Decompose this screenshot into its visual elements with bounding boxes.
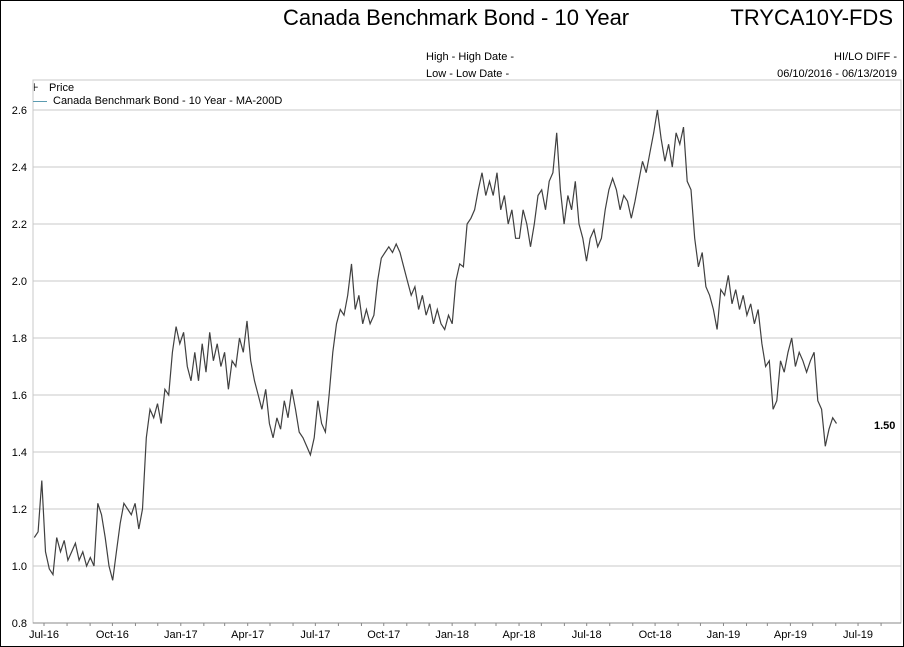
high-label: High - High Date - — [426, 51, 515, 63]
hilo-diff-label: HI/LO DIFF - — [834, 51, 897, 63]
x-tick-label: Apr-19 — [774, 629, 807, 641]
y-tick-label: 2.0 — [12, 276, 27, 288]
price-line — [33, 109, 837, 581]
x-tick-label: Apr-18 — [503, 629, 536, 641]
low-label: Low - Low Date - — [426, 68, 510, 80]
y-tick-label: 1.0 — [12, 561, 27, 573]
y-tick-label: 1.2 — [12, 504, 27, 516]
date-range: 06/10/2016 - 06/13/2019 — [777, 68, 897, 80]
chart-title: Canada Benchmark Bond - 10 Year — [283, 5, 630, 30]
x-tick-label: Jul-18 — [572, 629, 602, 641]
x-tick-label: Jul-16 — [29, 629, 59, 641]
y-tick-label: 1.8 — [12, 333, 27, 345]
y-tick-label: 1.6 — [12, 390, 27, 402]
x-tick-label: Apr-17 — [231, 629, 264, 641]
x-tick-label: Oct-18 — [639, 629, 672, 641]
x-tick-label: Oct-16 — [96, 629, 129, 641]
ticker-symbol: TRYCA10Y-FDS — [730, 5, 893, 30]
legend-item-ma200: Canada Benchmark Bond - 10 Year - MA-200… — [33, 95, 282, 108]
x-tick-label: Jan-19 — [707, 629, 741, 641]
y-tick-label: 2.6 — [12, 105, 27, 117]
y-tick-label: 0.8 — [12, 618, 27, 630]
legend: ⊦ Price Canada Benchmark Bond - 10 Year -… — [33, 82, 282, 108]
line-icon — [33, 100, 47, 102]
x-tick-label: Oct-17 — [367, 629, 400, 641]
y-tick-label: 2.2 — [12, 219, 27, 231]
price-bar-icon: ⊦ — [33, 82, 39, 94]
x-tick-label: Jul-17 — [300, 629, 330, 641]
x-tick-label: Jul-19 — [843, 629, 873, 641]
y-tick-label: 2.4 — [12, 162, 27, 174]
legend-item-price: ⊦ Price — [33, 82, 75, 94]
y-tick-label: 1.4 — [12, 447, 27, 459]
last-value-label: 1.50 — [874, 420, 895, 432]
plot-border — [32, 79, 902, 624]
x-tick-label: Jan-17 — [164, 629, 198, 641]
x-tick-label: Jan-18 — [435, 629, 469, 641]
